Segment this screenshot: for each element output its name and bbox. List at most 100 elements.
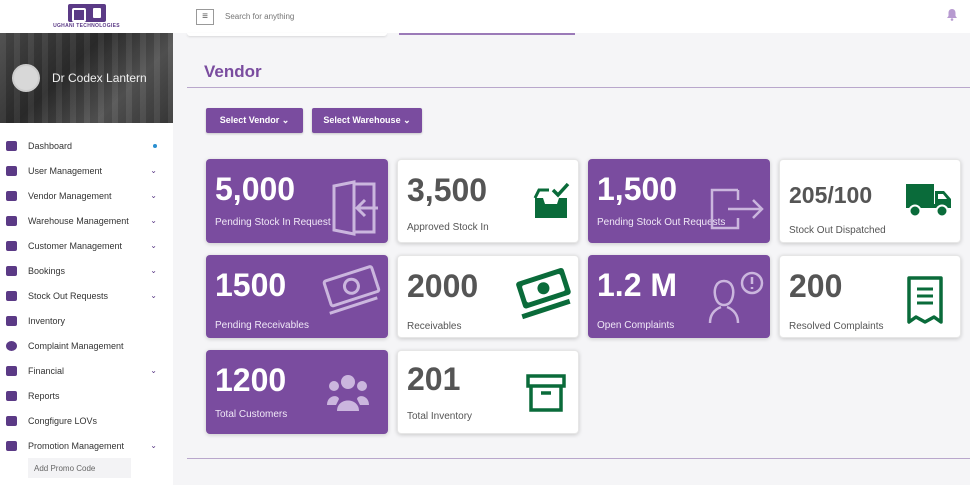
stat-value: 5,000 xyxy=(215,171,296,207)
stat-value: 200 xyxy=(789,268,843,304)
stat-label: Receivables xyxy=(407,321,462,332)
sidebar-item-inventory[interactable]: Inventory xyxy=(0,308,173,333)
stat-card-pending-receivables[interactable]: 1500 Pending Receivables xyxy=(206,255,388,338)
sidebar-item-label: Complaint Management xyxy=(28,340,124,351)
sidebar-item-label: Promotion Management xyxy=(28,440,125,451)
stat-card-pending-stock-in[interactable]: 5,000 Pending Stock In Request xyxy=(206,159,388,243)
truck-icon xyxy=(906,184,951,218)
stat-label: Resolved Complaints xyxy=(789,321,884,332)
sidebar-item-user-management[interactable]: User Management ⌄ xyxy=(0,158,173,183)
stat-value: 1,500 xyxy=(597,171,678,207)
vendor-icon xyxy=(6,190,17,201)
stat-value: 1200 xyxy=(215,362,287,398)
divider xyxy=(187,458,970,459)
sidebar-item-label: Dashboard xyxy=(28,140,73,151)
sidebar-subitem-add-promo-code[interactable]: Add Promo Code xyxy=(28,458,131,478)
users-icon xyxy=(6,165,17,176)
stat-label: Open Complaints xyxy=(597,320,675,331)
page-title: Vendor xyxy=(204,62,262,81)
bell-icon[interactable] xyxy=(946,8,958,21)
stat-label: Pending Receivables xyxy=(215,320,309,331)
brand-logo[interactable]: UGHANI TECHNOLOGIES xyxy=(0,0,173,33)
chevron-down-icon: ⌄ xyxy=(150,366,157,375)
inventory-icon xyxy=(6,315,17,326)
users-icon xyxy=(327,375,369,411)
active-indicator-dot xyxy=(153,143,157,148)
stat-card-stock-out-dispatched[interactable]: 205/100 Stock Out Dispatched xyxy=(779,159,961,243)
stat-card-resolved-complaints[interactable]: 200 Resolved Complaints xyxy=(779,255,961,338)
inbox-check-icon xyxy=(533,182,570,218)
scrolled-card-edge xyxy=(399,33,575,35)
sidebar-item-warehouse-management[interactable]: Warehouse Management ⌄ xyxy=(0,208,173,233)
sidebar-menu: Dashboard User Management ⌄ Vendor Manag… xyxy=(0,123,173,478)
sidebar-item-customer-management[interactable]: Customer Management ⌄ xyxy=(0,233,173,258)
money-icon xyxy=(322,265,381,315)
scrolled-card-edge xyxy=(187,33,387,36)
select-warehouse-dropdown[interactable]: Select Warehouse ⌄ xyxy=(312,108,422,133)
stat-label: Pending Stock Out Requests xyxy=(597,217,726,228)
sidebar-item-bookings[interactable]: Bookings ⌄ xyxy=(0,258,173,283)
stat-value: 2000 xyxy=(407,268,479,304)
sidebar-item-label: Bookings xyxy=(28,265,66,276)
stat-value: 1.2 M xyxy=(597,267,678,303)
stat-label: Pending Stock In Request xyxy=(215,217,331,228)
login-door-icon xyxy=(332,180,378,236)
chevron-down-icon: ⌄ xyxy=(150,166,157,175)
stat-value: 1500 xyxy=(215,267,287,303)
sidebar-item-label: Financial xyxy=(28,365,65,376)
sidebar-item-vendor-management[interactable]: Vendor Management ⌄ xyxy=(0,183,173,208)
topbar: ≡ xyxy=(173,0,970,33)
stat-card-pending-stock-out[interactable]: 1,500 Pending Stock Out Requests xyxy=(588,159,770,243)
chevron-down-icon: ⌄ xyxy=(150,241,157,250)
stat-label: Stock Out Dispatched xyxy=(789,225,886,236)
menu-toggle-button[interactable]: ≡ xyxy=(196,8,214,25)
sidebar-item-label: Warehouse Management xyxy=(28,215,129,226)
chevron-down-icon: ⌄ xyxy=(150,441,157,450)
alert-icon xyxy=(6,340,17,351)
stat-card-total-inventory[interactable]: 201 Total Inventory xyxy=(397,350,579,434)
bookings-icon xyxy=(6,265,17,276)
warehouse-icon xyxy=(6,215,17,226)
user-alert-icon xyxy=(708,271,764,324)
promotion-icon xyxy=(6,440,17,451)
sidebar-item-configure-lovs[interactable]: Congfigure LOVs xyxy=(0,408,173,433)
stat-card-total-customers[interactable]: 1200 Total Customers xyxy=(206,350,388,434)
profile-banner: Dr Codex Lantern xyxy=(0,33,173,123)
sidebar-item-reports[interactable]: Reports xyxy=(0,383,173,408)
chevron-down-icon: ⌄ xyxy=(150,191,157,200)
avatar[interactable] xyxy=(12,64,40,92)
stat-card-approved-stock-in[interactable]: 3,500 Approved Stock In xyxy=(397,159,579,243)
dashboard-icon xyxy=(6,140,17,151)
sidebar-item-complaint-management[interactable]: Complaint Management xyxy=(0,333,173,358)
logout-door-icon xyxy=(710,188,764,230)
sidebar-item-label: Stock Out Requests xyxy=(28,290,109,301)
search-input[interactable] xyxy=(225,12,425,21)
sidebar: UGHANI TECHNOLOGIES Dr Codex Lantern Das… xyxy=(0,0,173,485)
chart-icon xyxy=(6,365,17,376)
receipt-icon xyxy=(907,276,943,324)
chevron-down-icon: ⌄ xyxy=(150,266,157,275)
sidebar-item-stock-out-requests[interactable]: Stock Out Requests ⌄ xyxy=(0,283,173,308)
stat-value: 3,500 xyxy=(407,172,488,208)
stat-card-open-complaints[interactable]: 1.2 M Open Complaints xyxy=(588,255,770,338)
sidebar-item-label: Congfigure LOVs xyxy=(28,415,98,426)
stat-card-receivables[interactable]: 2000 Receivables xyxy=(397,255,579,338)
profile-name: Dr Codex Lantern xyxy=(52,71,147,85)
chevron-down-icon: ⌄ xyxy=(150,216,157,225)
chevron-down-icon: ⌄ xyxy=(150,291,157,300)
stat-value: 201 xyxy=(407,361,461,397)
sidebar-item-financial[interactable]: Financial ⌄ xyxy=(0,358,173,383)
sidebar-item-label: Customer Management xyxy=(28,240,123,251)
stat-label: Total Inventory xyxy=(407,411,473,422)
logo-mark-icon xyxy=(67,4,106,22)
main-content: Vendor Select Vendor ⌄ Select Warehouse … xyxy=(173,33,970,485)
sidebar-item-label: Inventory xyxy=(28,315,66,326)
select-vendor-dropdown[interactable]: Select Vendor ⌄ xyxy=(206,108,303,133)
settings-icon xyxy=(6,415,17,426)
sidebar-item-label: User Management xyxy=(28,165,103,176)
sidebar-item-promotion-management[interactable]: Promotion Management ⌄ xyxy=(0,433,173,458)
divider xyxy=(187,87,970,88)
stat-label: Total Customers xyxy=(215,409,288,420)
sidebar-item-dashboard[interactable]: Dashboard xyxy=(0,133,173,158)
